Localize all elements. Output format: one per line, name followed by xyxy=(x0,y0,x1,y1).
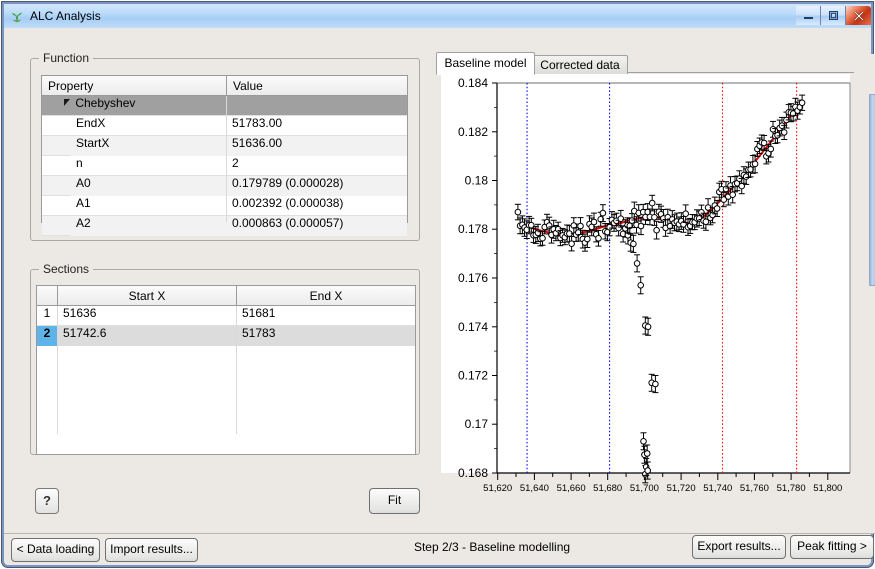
svg-text:0.174: 0.174 xyxy=(458,320,488,334)
svg-text:0.182: 0.182 xyxy=(458,125,488,139)
svg-text:51,680: 51,680 xyxy=(593,483,622,494)
svg-text:0.176: 0.176 xyxy=(458,271,488,285)
svg-text:51,760: 51,760 xyxy=(740,483,769,494)
svg-text:0.178: 0.178 xyxy=(458,222,488,236)
svg-text:0.18: 0.18 xyxy=(465,174,489,188)
svg-text:51,660: 51,660 xyxy=(557,483,586,494)
svg-text:51,640: 51,640 xyxy=(520,483,549,494)
svg-text:51,720: 51,720 xyxy=(667,483,696,494)
svg-text:51,780: 51,780 xyxy=(777,483,806,494)
svg-text:0.168: 0.168 xyxy=(458,466,488,480)
svg-text:51,620: 51,620 xyxy=(483,483,512,494)
svg-text:51,700: 51,700 xyxy=(630,483,659,494)
svg-text:0.184: 0.184 xyxy=(458,76,488,90)
svg-text:51,740: 51,740 xyxy=(703,483,732,494)
svg-text:51,800: 51,800 xyxy=(813,483,842,494)
svg-text:0.172: 0.172 xyxy=(458,369,488,383)
svg-text:0.17: 0.17 xyxy=(465,417,489,431)
